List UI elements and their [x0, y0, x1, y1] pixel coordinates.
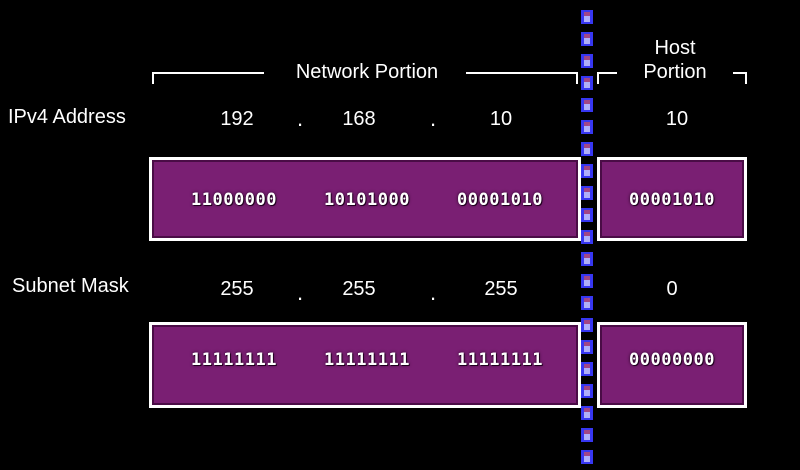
host-bracket-left — [597, 72, 617, 74]
ipv4-octet-4: 10 — [665, 108, 689, 130]
subnet-octet-1: 255 — [220, 278, 254, 300]
network-bracket-left — [152, 72, 264, 74]
network-host-divider-highlight — [584, 12, 590, 463]
subnet-separator-1: . — [296, 280, 304, 305]
host-bracket-right-tick — [745, 72, 747, 84]
host-portion-header-line2: Portion — [643, 61, 707, 83]
subnet-binary-octet-3: 11111111 — [457, 350, 543, 370]
subnet-separator-2: . — [429, 280, 437, 305]
ipv4-network-binary-box — [149, 157, 581, 241]
ipv4-separator-1: . — [296, 106, 304, 131]
ipv4-binary-octet-2: 10101000 — [324, 190, 410, 210]
ipv4-binary-octet-3: 00001010 — [457, 190, 543, 210]
network-bracket-right-tick — [576, 72, 578, 84]
subnet-octet-3: 255 — [484, 278, 518, 300]
network-portion-header: Network Portion — [295, 61, 439, 83]
subnet-binary-octet-2: 11111111 — [324, 350, 410, 370]
subnet-binary-octet-1: 11111111 — [191, 350, 277, 370]
host-bracket-left-tick — [597, 72, 599, 84]
network-bracket-right — [466, 72, 578, 74]
network-bracket-left-tick — [152, 72, 154, 84]
ipv4-separator-2: . — [429, 106, 437, 131]
subnet-octet-2: 255 — [342, 278, 376, 300]
subnet-network-binary-box — [149, 322, 581, 408]
ipv4-octet-3: 10 — [489, 108, 513, 130]
ipv4-host-binary-box — [597, 157, 747, 241]
subnet-binary-octet-4: 00000000 — [629, 350, 715, 370]
ipv4-octet-1: 192 — [220, 108, 254, 130]
ipv4-binary-octet-1: 11000000 — [191, 190, 277, 210]
ipv4-octet-2: 168 — [342, 108, 376, 130]
host-bracket-right — [733, 72, 747, 74]
ipv4-address-label: IPv4 Address — [8, 106, 126, 128]
subnet-mask-label: Subnet Mask — [12, 275, 129, 297]
subnet-octet-4: 0 — [666, 278, 678, 300]
subnet-host-binary-box — [597, 322, 747, 408]
ipv4-binary-octet-4: 00001010 — [629, 190, 715, 210]
host-portion-header-line1: Host — [654, 37, 696, 59]
